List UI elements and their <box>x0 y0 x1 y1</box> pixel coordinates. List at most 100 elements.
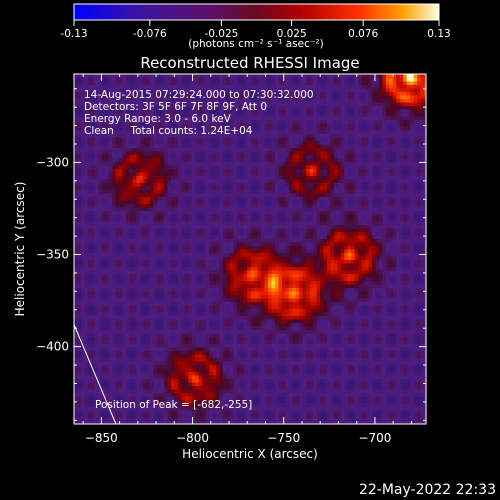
heatmap-cell <box>184 179 189 183</box>
heatmap-cell <box>174 123 179 127</box>
heatmap-cell <box>94 235 99 239</box>
heatmap-cell <box>219 172 224 176</box>
heatmap-cell <box>243 354 248 358</box>
heatmap-cell <box>146 392 151 397</box>
heatmap-cell <box>167 77 172 82</box>
heatmap-cell <box>202 354 207 358</box>
heatmap-cell <box>202 74 207 78</box>
heatmap-cell <box>188 343 193 348</box>
heatmap-cell <box>212 116 217 120</box>
heatmap-cell <box>171 168 175 173</box>
heatmap-cell <box>236 207 241 211</box>
heatmap-cell <box>184 280 189 285</box>
heatmap-cell <box>202 242 207 246</box>
heatmap-cell <box>205 168 210 173</box>
heatmap-cell <box>80 382 85 386</box>
heatmap-cell <box>101 361 106 365</box>
heatmap-cell <box>112 375 117 379</box>
heatmap-cell <box>198 228 203 232</box>
heatmap-cell <box>108 347 113 351</box>
heatmap-cell <box>112 322 117 327</box>
heatmap-cell <box>198 294 203 299</box>
heatmap-cell <box>184 238 189 243</box>
heatmap-cell <box>171 242 175 246</box>
heatmap-cell <box>164 119 169 124</box>
heatmap-cell <box>174 116 179 120</box>
heatmap-cell <box>98 196 103 201</box>
heatmap-cell <box>243 364 248 369</box>
heatmap-cell <box>146 88 151 92</box>
heatmap-cell <box>84 77 89 82</box>
heatmap-cell <box>212 343 217 348</box>
heatmap-cell <box>122 245 127 250</box>
heatmap-cell <box>77 175 82 180</box>
heatmap-cell <box>160 175 165 180</box>
heatmap-cell <box>105 161 110 166</box>
heatmap-cell <box>122 249 127 253</box>
heatmap-cell <box>198 172 203 176</box>
heatmap-cell <box>233 298 238 302</box>
heatmap-cell <box>164 238 169 243</box>
heatmap-cell <box>157 340 162 344</box>
heatmap-cell <box>122 256 127 260</box>
heatmap-cell <box>101 326 106 330</box>
heatmap-cell <box>119 119 124 124</box>
heatmap-cell <box>125 354 130 358</box>
heatmap-cell <box>94 343 99 348</box>
heatmap-cell <box>101 91 106 96</box>
heatmap-cell <box>143 186 148 190</box>
heatmap-cell <box>77 210 82 215</box>
heatmap-cell <box>94 252 99 257</box>
heatmap-cell <box>198 312 203 316</box>
heatmap-cell <box>91 308 96 313</box>
heatmap-cell <box>160 98 165 103</box>
heatmap-cell <box>160 364 165 369</box>
heatmap-cell <box>125 95 130 99</box>
heatmap-cell <box>171 102 175 106</box>
heatmap-cell <box>209 301 214 306</box>
heatmap-cell <box>101 116 106 120</box>
heatmap-cell <box>115 259 120 264</box>
heatmap-cell <box>146 140 151 145</box>
heatmap-cell <box>139 235 144 239</box>
heatmap-cell <box>184 350 189 355</box>
heatmap-cell <box>195 389 200 393</box>
heatmap-cell <box>209 137 214 141</box>
heatmap-cell <box>160 147 165 152</box>
heatmap-cell <box>108 389 113 393</box>
heatmap-cell <box>229 420 234 424</box>
heatmap-cell <box>119 357 124 362</box>
heatmap-cell <box>191 168 196 173</box>
heatmap-cell <box>191 256 196 260</box>
heatmap-cell <box>125 305 130 309</box>
heatmap-cell <box>108 158 113 162</box>
heatmap-cell <box>74 140 78 145</box>
heatmap-cell <box>229 322 234 327</box>
heatmap-cell <box>223 287 227 292</box>
heatmap-cell <box>160 74 165 78</box>
heatmap-cell <box>198 74 203 78</box>
heatmap-cell <box>198 130 203 134</box>
heatmap-cell <box>212 368 217 372</box>
heatmap-cell <box>94 420 99 424</box>
heatmap-cell <box>216 84 221 89</box>
heatmap-cell <box>226 214 231 218</box>
heatmap-cell <box>98 161 103 166</box>
heatmap-cell <box>112 137 117 141</box>
heatmap-cell <box>171 298 175 302</box>
heatmap-cell <box>184 210 189 215</box>
heatmap-cell <box>125 361 130 365</box>
heatmap-cell <box>226 399 231 404</box>
heatmap-cell <box>198 95 203 99</box>
heatmap-cell <box>171 235 175 239</box>
heatmap-cell <box>226 88 231 92</box>
heatmap-cell <box>132 217 137 222</box>
heatmap-cell <box>122 179 127 183</box>
heatmap-cell <box>219 119 224 124</box>
heatmap-cell <box>171 319 175 323</box>
heatmap-cell <box>94 144 99 148</box>
heatmap-cell <box>226 382 231 386</box>
heatmap-cell <box>94 179 99 183</box>
heatmap-cell <box>132 102 137 106</box>
heatmap-cell <box>129 154 134 159</box>
